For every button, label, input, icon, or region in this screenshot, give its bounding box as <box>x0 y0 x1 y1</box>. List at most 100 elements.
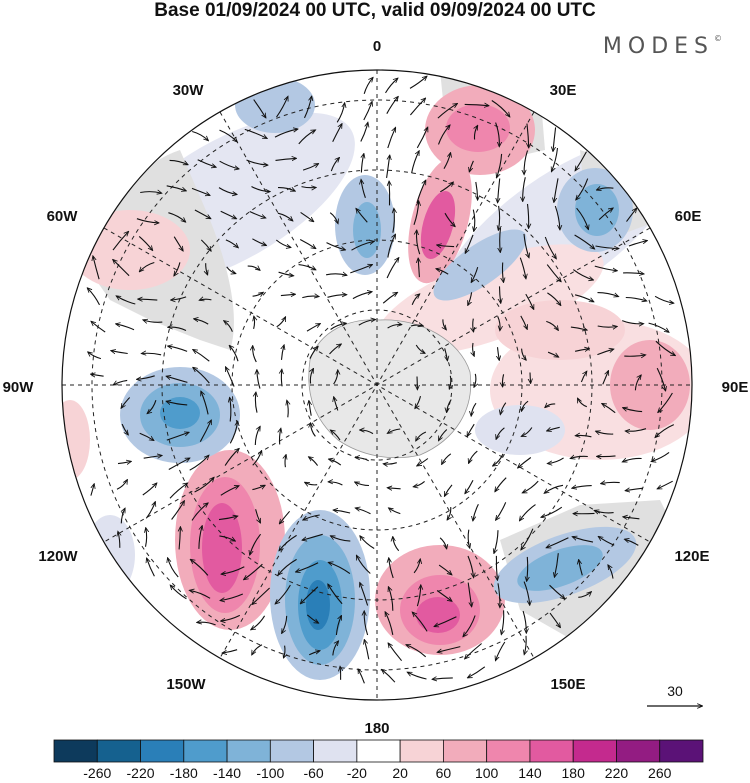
wind-arrow <box>498 205 499 230</box>
wind-arrow <box>278 558 297 574</box>
lon-label-120e: 120E <box>674 548 709 565</box>
wind-arrow <box>117 296 136 305</box>
wind-arrow <box>171 296 187 300</box>
wind-arrow <box>413 559 420 574</box>
wind-arrow <box>523 177 526 201</box>
wind-arrow <box>416 431 427 441</box>
wind-arrow <box>142 483 157 496</box>
colorbar-tick-label: -100 <box>256 765 284 781</box>
wind-arrow <box>226 367 235 387</box>
wind-arrow <box>329 482 343 486</box>
wind-arrow <box>652 451 670 461</box>
wind-arrow <box>252 238 266 246</box>
lon-label-30w: 30W <box>173 82 205 99</box>
wind-arrow <box>360 536 375 549</box>
wind-arrow <box>625 539 639 546</box>
wind-arrow <box>527 556 528 581</box>
wind-arrow <box>174 262 181 275</box>
wind-arrow <box>329 459 342 466</box>
wind-arrow <box>438 564 452 575</box>
wind-arrow <box>595 511 614 513</box>
wind-arrow <box>382 293 397 304</box>
wind-arrow <box>602 404 616 414</box>
wind-arrow <box>281 370 282 387</box>
wind-arrow <box>442 453 452 464</box>
wind-arrow <box>493 453 504 466</box>
wind-arrow <box>253 346 257 363</box>
wind-arrow <box>518 457 532 468</box>
wind-arrow <box>409 76 427 89</box>
wind-arrow <box>393 209 394 233</box>
wind-arrow <box>336 103 344 123</box>
wind-arrow <box>655 340 675 355</box>
wind-arrow <box>389 508 401 515</box>
modes-logo: MODES© <box>602 34 722 59</box>
wind-arrow <box>93 256 100 280</box>
wind-arrow <box>219 160 239 169</box>
wind-arrow <box>250 533 262 555</box>
wind-arrow <box>655 424 675 438</box>
wind-arrow <box>310 369 313 384</box>
wind-arrow <box>247 266 260 270</box>
wind-arrow <box>596 431 614 434</box>
wind-arrow <box>474 373 476 387</box>
colorbar-tick-label: -220 <box>127 765 155 781</box>
lon-label-60w: 60W <box>47 208 79 225</box>
wind-arrow <box>572 269 593 280</box>
wind-arrow <box>573 537 594 543</box>
wind-arrow <box>252 587 270 604</box>
wind-arrow <box>545 404 556 407</box>
wind-arrow <box>194 209 211 219</box>
wind-arrow <box>116 324 135 331</box>
wind-arrow <box>280 429 281 445</box>
wind-arrow <box>599 537 615 546</box>
wind-arrow <box>329 344 342 355</box>
wind-arrow <box>279 534 297 550</box>
wind-arrow <box>465 234 474 253</box>
wind-arrow <box>389 181 390 206</box>
wind-arrow <box>597 292 619 297</box>
wind-arrow <box>334 510 351 514</box>
wind-arrow <box>439 429 448 441</box>
wind-arrow <box>497 153 503 178</box>
wind-arrow <box>437 245 455 247</box>
wind-arrow <box>500 402 507 415</box>
wind-arrow <box>547 537 569 548</box>
wind-arrow <box>121 423 128 435</box>
wind-arrow <box>497 316 500 330</box>
wind-arrow <box>254 427 260 446</box>
wind-arrow <box>417 458 429 466</box>
wind-arrow <box>473 342 475 356</box>
wind-arrow <box>193 350 210 362</box>
wind-arrow <box>111 351 128 354</box>
wind-arrow <box>121 509 125 524</box>
wind-arrow <box>496 502 507 520</box>
wind-arrow <box>473 318 474 332</box>
wind-arrow <box>244 563 263 579</box>
wind-arrow <box>656 367 665 391</box>
wind-arrow <box>521 528 534 550</box>
lon-label-90w: 90W <box>3 379 35 396</box>
map-boundary <box>61 69 693 701</box>
wind-arrow <box>523 581 530 605</box>
wind-arrow <box>329 563 351 575</box>
colorbar-tick-label: -260 <box>83 765 111 781</box>
colorbar-tick-label: 20 <box>392 765 408 781</box>
wind-arrow <box>306 324 320 332</box>
wind-arrow <box>520 315 527 329</box>
wind-arrow <box>471 402 477 416</box>
wind-arrow <box>432 678 453 679</box>
wind-arrow <box>384 463 397 464</box>
colorbar-swatch <box>659 739 704 763</box>
wind-arrow <box>302 296 318 298</box>
wind-arrow <box>168 558 179 578</box>
wind-arrow <box>406 645 427 658</box>
wind-arrow <box>194 478 214 493</box>
wind-arrow <box>364 611 369 636</box>
wind-arrow <box>576 178 589 200</box>
wind-arrow <box>252 644 263 655</box>
wind-arrow <box>597 349 613 356</box>
lon-label-180: 180 <box>364 720 389 737</box>
wind-arrow <box>277 188 295 191</box>
wind-arrow <box>189 456 209 471</box>
